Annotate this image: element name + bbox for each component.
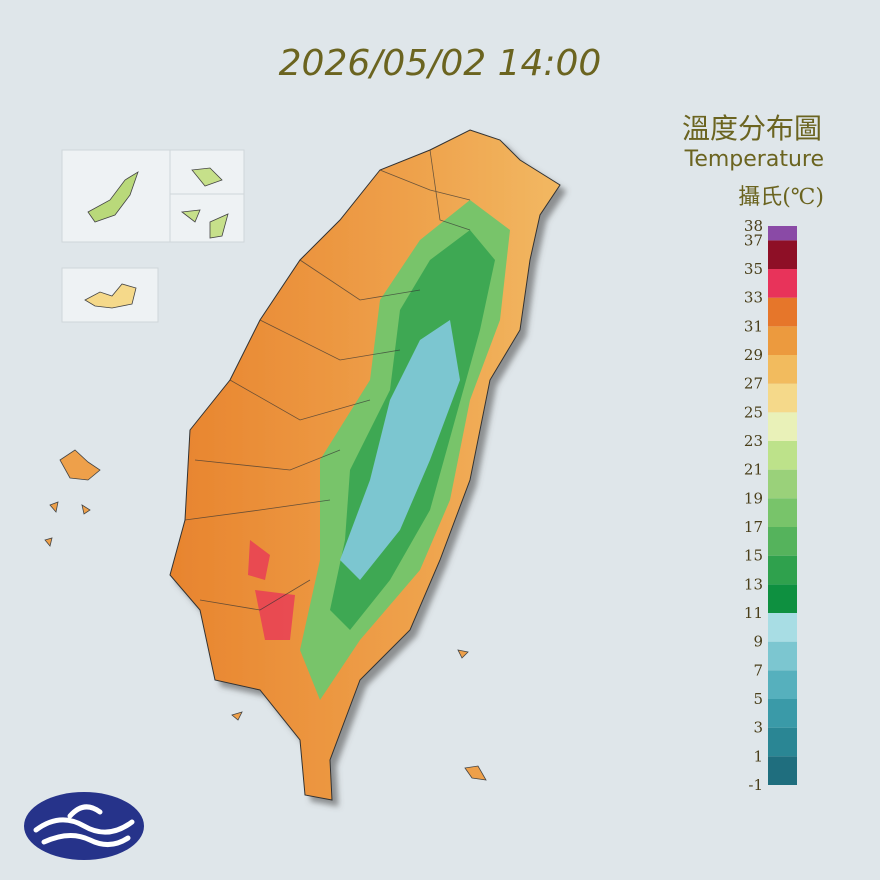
legend-tick-label: 3 (753, 719, 763, 737)
legend-tick-label: 13 (744, 575, 763, 593)
timestamp: 2026/05/02 14:00 (279, 43, 602, 84)
legend-tick-label: 7 (753, 661, 763, 679)
legend-color-band (768, 756, 797, 785)
legend-color-band (768, 670, 797, 699)
logo-wave (33, 804, 135, 847)
legend-tick-label: 33 (744, 289, 763, 307)
legend-color-band (768, 226, 797, 241)
legend-tick-label: 31 (744, 317, 763, 335)
legend-color-band (768, 326, 797, 355)
legend-tick-label: 38 (744, 217, 763, 235)
legend-color-band (768, 699, 797, 728)
county-border (184, 149, 471, 611)
high-peak-zone (340, 320, 460, 580)
legend-color-band (768, 584, 797, 613)
legend-tick-label: 25 (744, 403, 763, 421)
island (44, 449, 101, 547)
legend-color-band (768, 412, 797, 441)
legend-color-band (768, 469, 797, 499)
legend-color-band (768, 297, 797, 327)
legend-tick-label: 23 (744, 432, 763, 450)
legend-title: 溫度分布圖 (682, 112, 822, 145)
legend-tick-label: 21 (744, 461, 763, 479)
legend-tick-label: 27 (744, 375, 763, 393)
legend-color-band (768, 727, 797, 757)
hot-spot (248, 540, 295, 640)
legend-color-band (768, 555, 797, 585)
island (180, 167, 229, 239)
legend-color-band (768, 527, 797, 556)
island (231, 649, 487, 781)
legend-tick-label: 15 (744, 547, 763, 565)
legend-tick-label: 29 (744, 346, 763, 364)
legend-color-band (768, 240, 797, 269)
legend-tick-label: 37 (744, 231, 763, 249)
legend-tick-label: 17 (744, 518, 763, 536)
legend-color-band (768, 441, 797, 470)
legend-color-band (768, 613, 797, 642)
island (84, 283, 137, 309)
legend-subtitle: Temperature (684, 147, 824, 172)
legend-tick-label: 9 (753, 633, 763, 651)
legend-tick-label: 5 (753, 690, 763, 708)
legend-tick-label: 19 (744, 489, 763, 507)
legend-color-band (768, 355, 797, 384)
island (87, 171, 139, 223)
legend-tick-label: 35 (744, 260, 763, 278)
legend-unit: 攝氏(℃) (738, 185, 824, 210)
legend-tick-label: 1 (753, 747, 763, 765)
legend-color-band (768, 641, 797, 671)
legend-color-band (768, 383, 797, 413)
legend-tick-label: -1 (748, 776, 763, 794)
legend-color-band (768, 498, 797, 527)
legend-tick-label: 11 (744, 604, 763, 622)
legend-color-band (768, 269, 797, 298)
